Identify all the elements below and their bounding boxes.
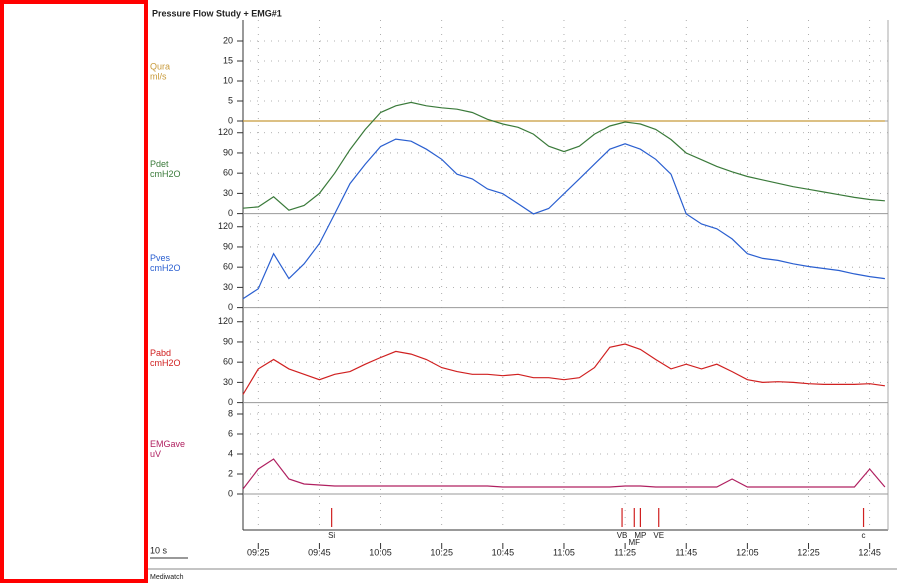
x-tick-label: 12:25 xyxy=(797,547,820,557)
x-tick-label: 10:05 xyxy=(369,547,392,557)
event-label: MP xyxy=(634,531,646,540)
y-tick-label: 15 xyxy=(223,55,233,65)
red-frame xyxy=(0,0,148,583)
y-tick-label: 90 xyxy=(223,147,233,157)
panel-label: EMGave xyxy=(150,439,185,449)
x-tick-label: 09:45 xyxy=(308,547,331,557)
panel-unit: cmH2O xyxy=(150,169,181,179)
y-tick-label: 2 xyxy=(228,468,233,478)
y-tick-label: 60 xyxy=(223,262,233,272)
y-tick-label: 60 xyxy=(223,357,233,367)
y-tick-label: 90 xyxy=(223,336,233,346)
trace xyxy=(242,138,885,300)
trace xyxy=(242,101,885,211)
y-tick-label: 120 xyxy=(218,127,233,137)
panel-unit: cmH2O xyxy=(150,358,181,368)
panel-unit: ml/s xyxy=(150,71,167,81)
y-tick-label: 0 xyxy=(228,488,233,498)
x-tick-label: 10:45 xyxy=(492,547,515,557)
panel-label: Pabd xyxy=(150,348,171,358)
x-tick-label: 12:45 xyxy=(858,547,881,557)
trace xyxy=(242,458,886,490)
y-tick-label: 30 xyxy=(223,188,233,198)
y-tick-label: 10 xyxy=(223,75,233,85)
panel-label: Qura xyxy=(150,61,170,71)
event-label: VB xyxy=(617,531,628,540)
y-tick-label: 0 xyxy=(228,115,233,125)
trace xyxy=(242,343,885,395)
y-tick-label: 4 xyxy=(228,448,233,458)
scale-label: 10 s xyxy=(150,545,168,555)
y-tick-label: 8 xyxy=(228,408,233,418)
y-tick-label: 20 xyxy=(223,35,233,45)
panel-label: Pdet xyxy=(150,159,169,169)
y-tick-label: 120 xyxy=(218,221,233,231)
x-tick-label: 11:25 xyxy=(614,547,636,557)
y-tick-label: 0 xyxy=(228,302,233,312)
y-tick-label: 0 xyxy=(228,397,233,407)
y-tick-label: 60 xyxy=(223,168,233,178)
footer: Mediwatch xyxy=(150,574,184,581)
panel-unit: uV xyxy=(150,449,161,459)
y-tick-label: 30 xyxy=(223,377,233,387)
y-tick-label: 120 xyxy=(218,316,233,326)
y-tick-label: 6 xyxy=(228,428,233,438)
y-tick-label: 5 xyxy=(228,95,233,105)
event-label: c xyxy=(862,531,866,540)
x-tick-label: 12:05 xyxy=(736,547,759,557)
chart-title: Pressure Flow Study + EMG#1 xyxy=(152,8,282,18)
panel-unit: cmH2O xyxy=(150,263,181,273)
y-tick-label: 90 xyxy=(223,241,233,251)
x-tick-label: 10:25 xyxy=(430,547,453,557)
y-tick-label: 30 xyxy=(223,282,233,292)
y-tick-label: 0 xyxy=(228,208,233,218)
event-label: MF xyxy=(628,538,640,547)
event-label: VE xyxy=(653,531,664,540)
x-tick-label: 11:05 xyxy=(553,547,575,557)
x-tick-label: 11:45 xyxy=(675,547,697,557)
panel-label: Pves xyxy=(150,253,171,263)
x-tick-label: 09:25 xyxy=(247,547,270,557)
event-label: Si xyxy=(328,531,335,540)
